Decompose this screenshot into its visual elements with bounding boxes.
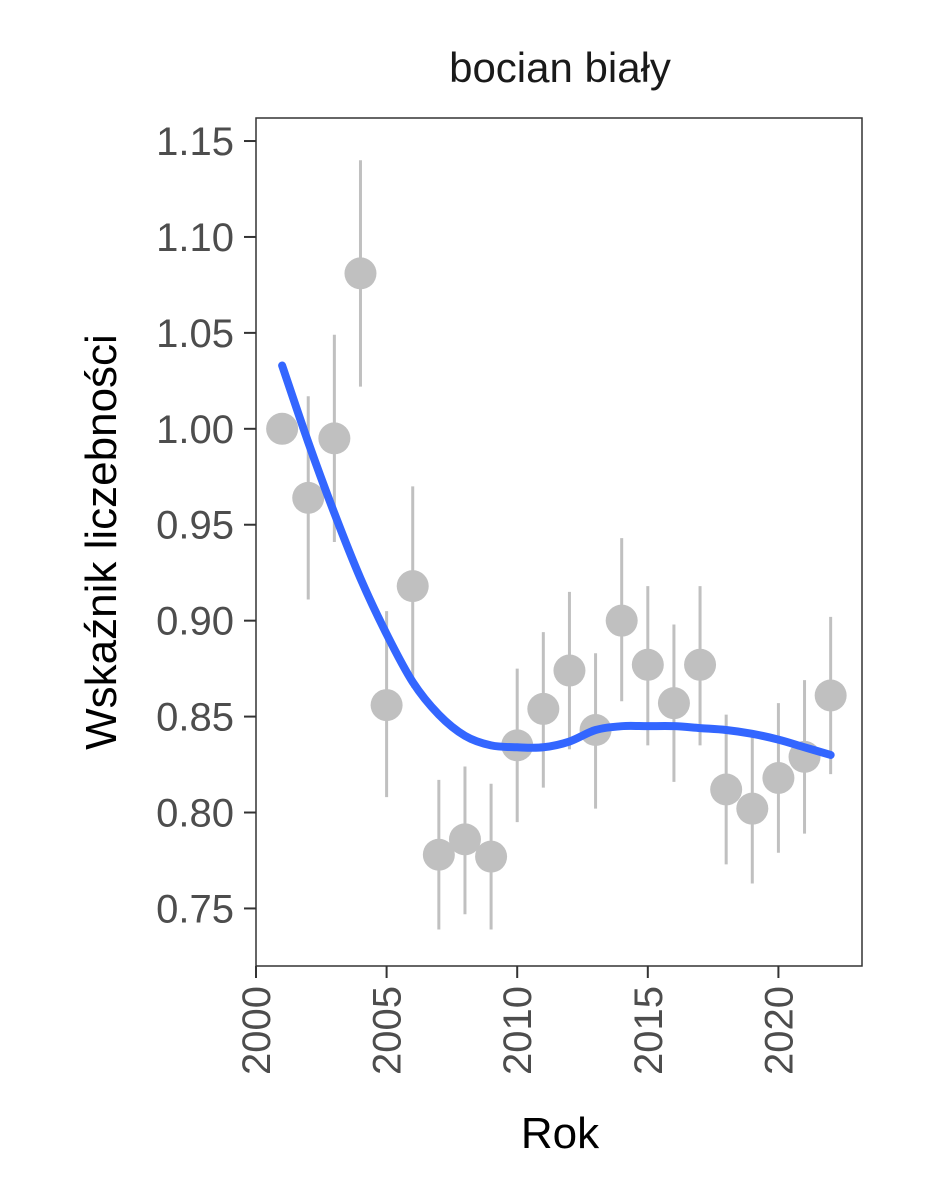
data-point [396,570,429,603]
data-point [684,648,717,681]
y-axis-title: Wskaźnik liczebności [77,334,126,750]
data-point [553,654,586,687]
data-point [657,687,690,720]
data-point [475,840,508,873]
y-tick-label: 0.90 [156,600,234,644]
data-point [422,838,455,871]
data-point [631,648,664,681]
x-axis: 2000 2005 2010 2015 2020 [235,966,801,1075]
y-tick-label: 1.10 [156,216,234,260]
data-point [762,761,795,794]
data-point [344,257,377,290]
x-tick-label: 2000 [235,986,279,1075]
trend-line [278,361,835,759]
x-tick-label: 2015 [627,986,671,1075]
x-tick-label: 2005 [366,986,410,1075]
chart-title: bocian biały [449,44,671,91]
y-tick-label: 1.15 [156,120,234,164]
data-point [527,692,560,725]
data-point [814,679,847,712]
data-point [370,689,403,722]
y-axis: 0.75 0.80 0.85 0.90 0.95 1.00 1.05 1.10 1.15 [156,120,256,931]
plot-panel [255,117,863,967]
data-point [266,412,299,445]
data-point [710,773,743,806]
y-tick-label: 0.85 [156,696,234,740]
data-point [292,481,325,514]
x-axis-title: Rok [521,1109,600,1158]
data-point [736,792,769,825]
data-point [448,823,481,856]
y-tick-label: 1.05 [156,312,234,356]
x-tick-label: 2020 [757,986,801,1075]
data-point [605,604,638,637]
y-tick-label: 1.00 [156,408,234,452]
data-point [318,422,351,455]
y-tick-label: 0.95 [156,504,234,548]
x-tick-label: 2010 [496,986,540,1075]
y-tick-label: 0.80 [156,792,234,836]
y-tick-label: 0.75 [156,887,234,931]
